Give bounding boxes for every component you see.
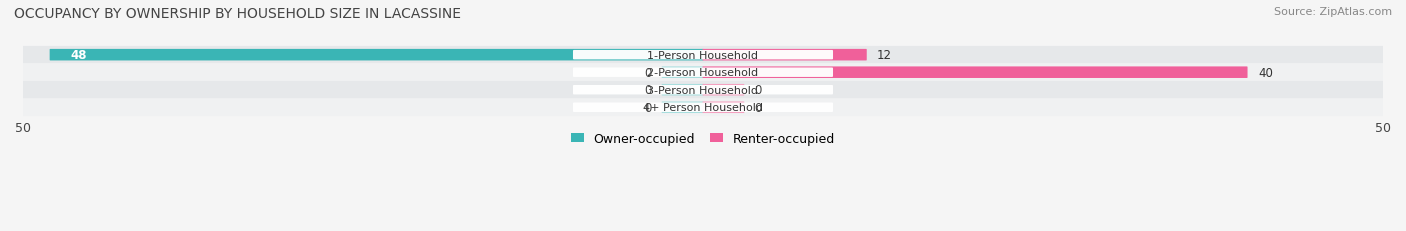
FancyBboxPatch shape — [703, 50, 866, 61]
FancyBboxPatch shape — [574, 86, 832, 95]
FancyBboxPatch shape — [703, 85, 744, 96]
FancyBboxPatch shape — [574, 68, 832, 78]
FancyBboxPatch shape — [574, 51, 832, 60]
Text: 4+ Person Household: 4+ Person Household — [643, 103, 763, 113]
FancyBboxPatch shape — [662, 102, 703, 113]
Text: 0: 0 — [644, 66, 651, 79]
FancyBboxPatch shape — [0, 99, 1406, 116]
FancyBboxPatch shape — [0, 47, 1406, 64]
Text: 3-Person Household: 3-Person Household — [648, 85, 758, 95]
FancyBboxPatch shape — [49, 50, 703, 61]
Text: 12: 12 — [877, 49, 891, 62]
Legend: Owner-occupied, Renter-occupied: Owner-occupied, Renter-occupied — [567, 127, 839, 150]
Text: 0: 0 — [644, 84, 651, 97]
Text: 0: 0 — [644, 101, 651, 114]
Text: 40: 40 — [1258, 66, 1272, 79]
FancyBboxPatch shape — [662, 85, 703, 96]
FancyBboxPatch shape — [703, 67, 1247, 79]
FancyBboxPatch shape — [574, 103, 832, 112]
FancyBboxPatch shape — [703, 102, 744, 113]
Text: 1-Person Household: 1-Person Household — [648, 50, 758, 61]
Text: Source: ZipAtlas.com: Source: ZipAtlas.com — [1274, 7, 1392, 17]
FancyBboxPatch shape — [0, 64, 1406, 82]
Text: 48: 48 — [70, 49, 87, 62]
Text: OCCUPANCY BY OWNERSHIP BY HOUSEHOLD SIZE IN LACASSINE: OCCUPANCY BY OWNERSHIP BY HOUSEHOLD SIZE… — [14, 7, 461, 21]
Text: 0: 0 — [755, 84, 762, 97]
Text: 2-Person Household: 2-Person Household — [647, 68, 759, 78]
FancyBboxPatch shape — [662, 67, 703, 79]
FancyBboxPatch shape — [0, 82, 1406, 99]
Text: 0: 0 — [755, 101, 762, 114]
